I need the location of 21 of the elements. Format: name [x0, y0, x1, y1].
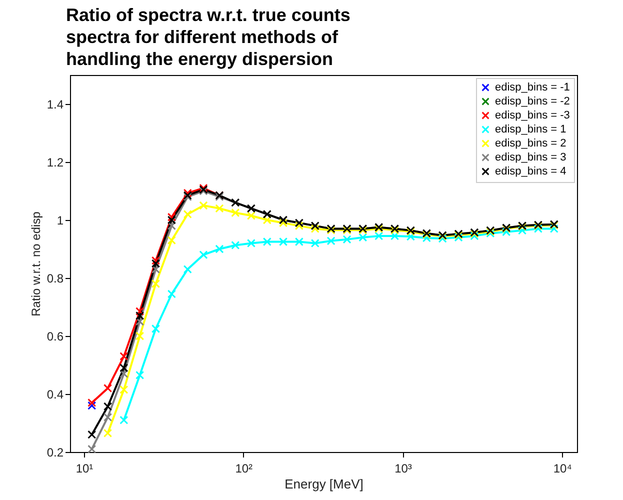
x-tick-label: 10³: [394, 462, 412, 476]
x-tick-label: 10⁴: [553, 462, 572, 476]
legend-label: edisp_bins = 3: [495, 152, 566, 164]
y-tick-label: 0.4: [46, 388, 64, 402]
legend-label: edisp_bins = 1: [495, 124, 566, 136]
chart-title: Ratio of spectra w.r.t. true counts spectra for different methods of handling the energy dispersion: [66, 5, 350, 69]
legend-label: edisp_bins = -1: [495, 82, 570, 94]
legend-label: edisp_bins = 4: [495, 166, 566, 178]
y-tick-label: 1.4: [46, 98, 64, 112]
y-axis-title: Ratio w.r.t. no edisp: [28, 211, 43, 316]
x-axis-title: Energy [MeV]: [284, 476, 364, 492]
legend-label: edisp_bins = -3: [495, 110, 570, 122]
y-tick-label: 1.2: [46, 156, 64, 170]
legend-label: edisp_bins = -2: [495, 96, 570, 108]
x-tick-label: 10²: [235, 462, 253, 476]
x-tick-label: 10¹: [76, 462, 94, 476]
y-tick-label: 0.6: [46, 330, 64, 344]
y-tick-label: 0.8: [46, 272, 64, 286]
y-tick-label: 0.2: [46, 446, 64, 460]
legend-label: edisp_bins = 2: [495, 138, 566, 150]
y-tick-label: 1: [56, 214, 64, 228]
